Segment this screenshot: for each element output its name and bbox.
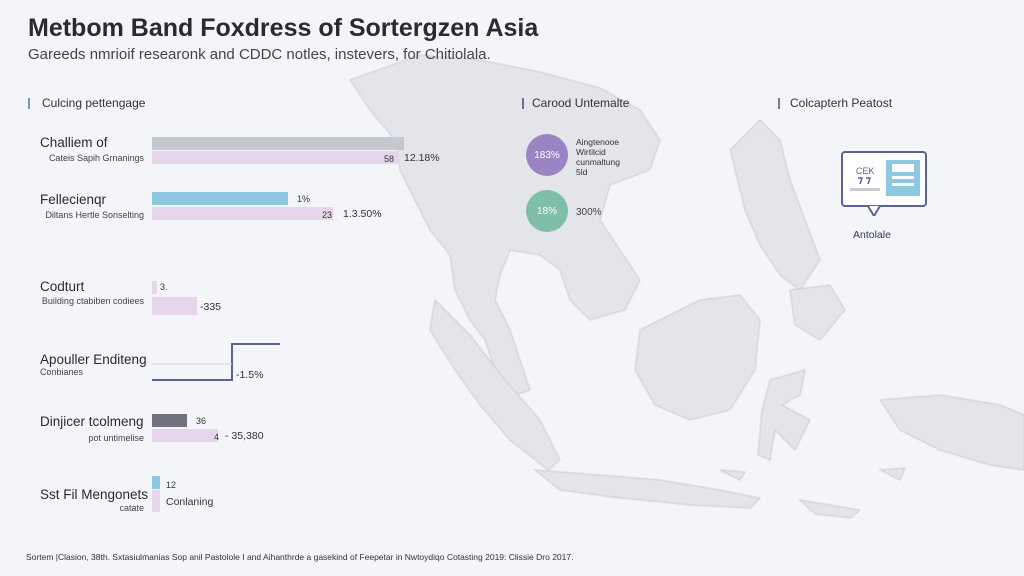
section-head-right: Colcapterh Peatost <box>778 96 892 110</box>
section-head-middle: Carood Untemalte <box>522 96 629 110</box>
range-line-graphic <box>152 343 280 381</box>
bar-tag: 58 <box>384 154 395 164</box>
bar <box>152 281 158 294</box>
bar <box>152 490 160 512</box>
row-sublabel: Diltans Hertle Sonselting <box>45 210 144 220</box>
bar-tag: 36 <box>196 416 207 426</box>
bar <box>152 137 404 150</box>
bar <box>152 192 289 205</box>
row-side-value: 1.3.50% <box>343 208 382 220</box>
document-caption: Antolale <box>853 229 891 241</box>
note-line: Wirtilcid <box>576 147 606 157</box>
section-marker <box>778 97 780 109</box>
note-line: Aingtenooe <box>576 137 620 147</box>
section-title: Colcapterh Peatost <box>790 96 893 110</box>
row-label: Apouller Enditeng <box>40 352 147 367</box>
row-label: Challiem of <box>40 135 108 150</box>
source-footer: Sortem |Clasion, 38th. Sxtasiulmanias So… <box>26 552 574 562</box>
document-icon-text: CEK <box>856 166 875 176</box>
page-subtitle: Gareeds nmrioif researonk and CDDC notle… <box>28 46 491 63</box>
row-label: Codturt <box>40 279 85 294</box>
row-side-value: - 35,380 <box>225 430 264 442</box>
mindanao-island <box>789 284 846 341</box>
row-side-value: 12.18% <box>404 152 440 164</box>
philippines-island <box>729 119 821 291</box>
section-title: Carood Untemalte <box>532 96 630 110</box>
mainland-landmass <box>349 54 661 396</box>
bar-tag: 1% <box>297 194 311 204</box>
section-marker <box>522 97 524 109</box>
bubble-value: 183% <box>534 149 560 161</box>
bar <box>152 207 334 220</box>
sulawesi-island <box>757 369 811 461</box>
page-title: Metbom Band Foxdress of Sortergzen Asia <box>28 14 539 42</box>
bubble-note: 300% <box>576 207 602 218</box>
bar <box>152 151 399 164</box>
java-island <box>533 469 762 509</box>
note-line: 5ld <box>576 167 588 177</box>
bubble-value: 18% <box>536 205 557 217</box>
row-sublabel: Cateis Sapih Grnanings <box>48 153 144 163</box>
row-sublabel: catate <box>119 503 144 513</box>
bar <box>152 297 198 315</box>
row-side-value: -1.5% <box>236 369 264 381</box>
section-marker <box>28 97 30 109</box>
bar <box>152 429 218 442</box>
row-label: Sst Fil Mengonets <box>40 487 149 502</box>
bubble-marker: 18% <box>526 190 568 232</box>
row-side-value: Conlaning <box>166 496 214 508</box>
row-label: Dinjicer tcolmeng <box>40 414 144 429</box>
bar-tag: 23 <box>322 210 333 220</box>
row-label: Fellecienqr <box>40 192 107 207</box>
section-head-left: Culcing pettengage <box>28 96 145 110</box>
row-sublabel: Conbianes <box>40 367 84 377</box>
small-islands <box>719 467 906 519</box>
document-icon <box>841 151 927 216</box>
new-guinea-island <box>879 394 1024 471</box>
section-title: Culcing pettengage <box>42 96 146 110</box>
row-sublabel: pot untimelise <box>88 433 144 443</box>
bubble-note: Aingtenooe Wirtilcid cunmaltung 5ld <box>576 137 620 177</box>
note-line: cunmaltung <box>576 157 620 167</box>
bar-tag: 4 <box>214 432 220 442</box>
bar-tag: 12 <box>166 480 177 490</box>
row-side-value: -335 <box>200 301 222 313</box>
bar-tag: 3. <box>160 282 168 292</box>
bubble-marker: 183% <box>526 134 568 176</box>
borneo-island <box>634 294 761 421</box>
sumatra-island <box>429 298 561 471</box>
bar <box>152 414 188 427</box>
bar <box>152 476 160 489</box>
row-sublabel: Building ctabiben codiees <box>41 296 144 306</box>
